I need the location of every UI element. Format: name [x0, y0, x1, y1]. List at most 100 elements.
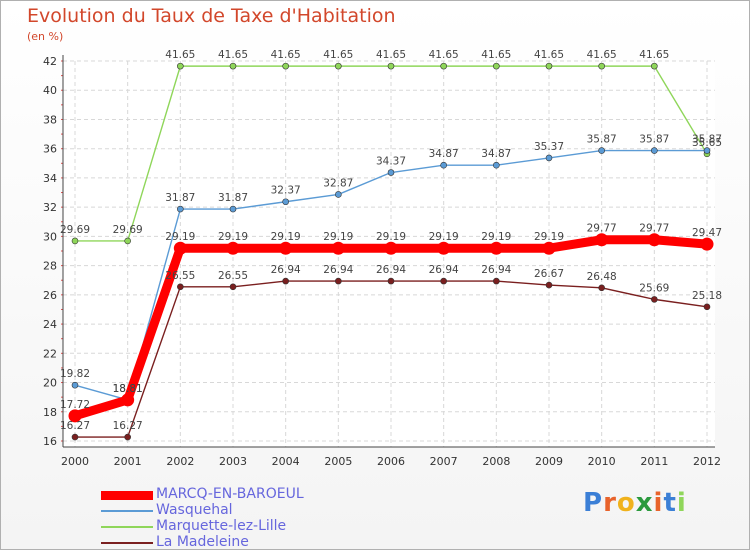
- data-label: 41.65: [534, 49, 564, 61]
- data-point: [282, 277, 289, 285]
- data-point: [331, 241, 345, 255]
- data-label: 32.87: [323, 177, 353, 189]
- data-label: 29.19: [323, 231, 353, 243]
- data-point: [282, 198, 289, 206]
- data-point: [229, 205, 237, 213]
- data-label: 26.55: [218, 270, 248, 282]
- data-label: 29.77: [587, 223, 617, 235]
- data-point: [598, 62, 605, 70]
- data-point: [545, 154, 553, 162]
- legend-label: Wasquehal: [156, 502, 233, 518]
- legend-swatch: [101, 490, 153, 500]
- data-label: 29.19: [218, 231, 248, 243]
- data-label: 29.19: [271, 231, 301, 243]
- data-label: 29.19: [429, 231, 459, 243]
- data-point: [651, 147, 658, 154]
- data-point: [598, 147, 605, 154]
- logo-letter: r: [603, 488, 617, 518]
- data-point: [542, 241, 556, 255]
- data-label: 29.19: [376, 231, 406, 243]
- y-tick-label: 16: [43, 435, 57, 448]
- y-tick-label: 18: [43, 406, 57, 419]
- data-point: [384, 241, 398, 255]
- data-point: [598, 284, 605, 292]
- data-label: 18.81: [113, 383, 143, 395]
- data-label: 41.65: [481, 49, 511, 61]
- data-label: 26.48: [587, 271, 617, 283]
- data-label: 34.87: [429, 148, 459, 160]
- data-label: 29.19: [481, 231, 511, 243]
- x-tick-label: 2010: [588, 455, 616, 468]
- data-label: 26.94: [481, 264, 511, 276]
- data-point: [700, 237, 714, 251]
- data-label: 26.67: [534, 268, 564, 280]
- x-tick-label: 2005: [324, 455, 352, 468]
- y-tick-label: 42: [43, 55, 57, 68]
- data-point: [489, 241, 503, 255]
- data-point: [703, 147, 711, 154]
- data-point: [226, 241, 240, 255]
- logo-letter: x: [635, 488, 654, 518]
- data-point: [282, 62, 289, 70]
- data-point: [651, 62, 658, 70]
- data-label: 35.37: [534, 141, 564, 153]
- x-tick-label: 2009: [535, 455, 563, 468]
- legend-label: Marquette-lez-Lille: [156, 518, 287, 534]
- data-point: [335, 277, 342, 285]
- data-label: 29.69: [60, 224, 90, 236]
- data-label: 18.81: [113, 383, 143, 395]
- data-point: [387, 169, 395, 176]
- data-point: [703, 303, 711, 311]
- legend-item: MARCQ-EN-BAROEUL: [101, 486, 421, 503]
- data-label: 41.65: [639, 49, 669, 61]
- x-tick-label: 2002: [166, 455, 194, 468]
- data-point: [173, 241, 187, 255]
- data-label: 41.65: [587, 49, 617, 61]
- data-label: 29.19: [165, 231, 195, 243]
- data-label: 26.94: [429, 264, 459, 276]
- data-label: 34.37: [376, 156, 406, 168]
- legend-item: Wasquehal: [101, 502, 421, 519]
- data-label: 41.65: [323, 49, 353, 61]
- data-label: 19.82: [60, 368, 90, 380]
- y-tick-label: 38: [43, 113, 57, 126]
- legend-item: Marquette-lez-Lille: [101, 518, 421, 535]
- data-label: 26.55: [165, 270, 195, 282]
- legend-label: MARCQ-EN-BAROEUL: [156, 486, 304, 502]
- y-tick-label: 24: [43, 318, 57, 331]
- legend-swatch: [101, 526, 153, 528]
- data-label: 41.65: [165, 49, 195, 61]
- data-point: [437, 241, 451, 255]
- logo-letter: o: [616, 488, 636, 518]
- legend-swatch: [101, 510, 153, 512]
- x-tick-label: 2000: [61, 455, 89, 468]
- data-point: [124, 433, 131, 441]
- data-point: [387, 277, 395, 285]
- data-point: [71, 433, 79, 441]
- logo-letter: i: [653, 488, 664, 518]
- data-label: 29.19: [534, 231, 564, 243]
- logo-letter: t: [663, 488, 677, 518]
- y-tick-label: 36: [43, 143, 57, 156]
- x-tick-label: 2008: [482, 455, 510, 468]
- data-label: 41.65: [271, 49, 301, 61]
- data-point: [68, 409, 82, 423]
- data-label: 34.87: [481, 148, 511, 160]
- legend-item: La Madeleine: [101, 534, 421, 550]
- chart-subtitle: (en %): [27, 30, 64, 43]
- data-label: 25.69: [639, 282, 669, 294]
- y-tick-label: 32: [43, 201, 57, 214]
- data-point: [595, 233, 609, 247]
- data-point: [440, 161, 447, 169]
- data-point: [71, 381, 79, 389]
- data-label: 31.87: [165, 192, 195, 204]
- data-label: 35.87: [639, 134, 669, 146]
- data-point: [177, 62, 184, 70]
- y-tick-label: 26: [43, 289, 57, 302]
- data-label: 29.77: [639, 223, 669, 235]
- data-label: 29.69: [113, 224, 143, 236]
- legend-label: La Madeleine: [156, 534, 249, 550]
- data-label: 35.65: [692, 137, 722, 149]
